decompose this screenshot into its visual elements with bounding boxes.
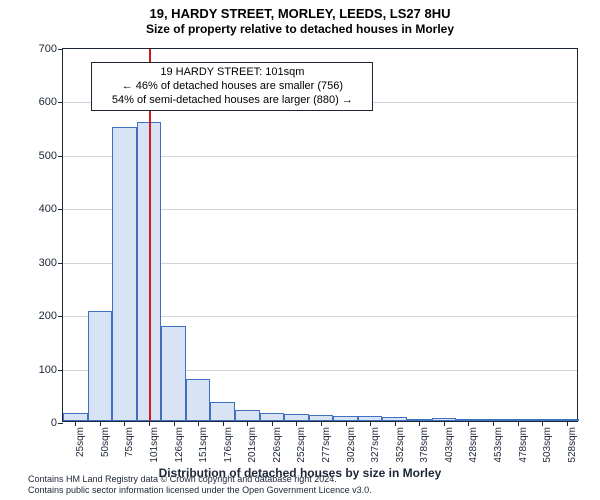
histogram-bar — [210, 402, 235, 421]
chart-title: 19, HARDY STREET, MORLEY, LEEDS, LS27 8H… — [0, 0, 600, 37]
title-line-1: 19, HARDY STREET, MORLEY, LEEDS, LS27 8H… — [0, 6, 600, 22]
y-tick: 300 — [39, 257, 57, 269]
y-tick: 200 — [39, 310, 57, 322]
footer-line-2: Contains public sector information licen… — [28, 485, 372, 496]
histogram-bar — [88, 311, 113, 421]
histogram-bar — [284, 414, 309, 421]
title-line-2: Size of property relative to detached ho… — [0, 22, 600, 37]
chart-container: 19, HARDY STREET, MORLEY, LEEDS, LS27 8H… — [0, 0, 600, 500]
annotation-box: 19 HARDY STREET: 101sqm← 46% of detached… — [91, 62, 373, 111]
histogram-bar — [235, 410, 260, 421]
histogram-bar — [161, 326, 186, 421]
y-tick: 700 — [39, 43, 57, 55]
y-tick: 400 — [39, 203, 57, 215]
annotation-line: 19 HARDY STREET: 101sqm — [98, 66, 366, 80]
plot-area-wrap: 010020030040050060070025sqm50sqm75sqm101… — [62, 48, 578, 422]
footer-line-1: Contains HM Land Registry data © Crown c… — [28, 474, 372, 485]
y-tick: 600 — [39, 96, 57, 108]
histogram-bar — [63, 413, 88, 421]
footer: Contains HM Land Registry data © Crown c… — [28, 474, 372, 496]
annotation-line: 54% of semi-detached houses are larger (… — [98, 94, 366, 108]
y-tick: 100 — [39, 364, 57, 376]
annotation-line: ← 46% of detached houses are smaller (75… — [98, 80, 366, 94]
histogram-bar — [260, 413, 285, 421]
histogram-bar — [112, 127, 137, 421]
plot-area: 010020030040050060070025sqm50sqm75sqm101… — [62, 48, 578, 422]
y-tick: 500 — [39, 150, 57, 162]
histogram-bar — [186, 379, 211, 421]
y-tick: 0 — [51, 417, 57, 429]
